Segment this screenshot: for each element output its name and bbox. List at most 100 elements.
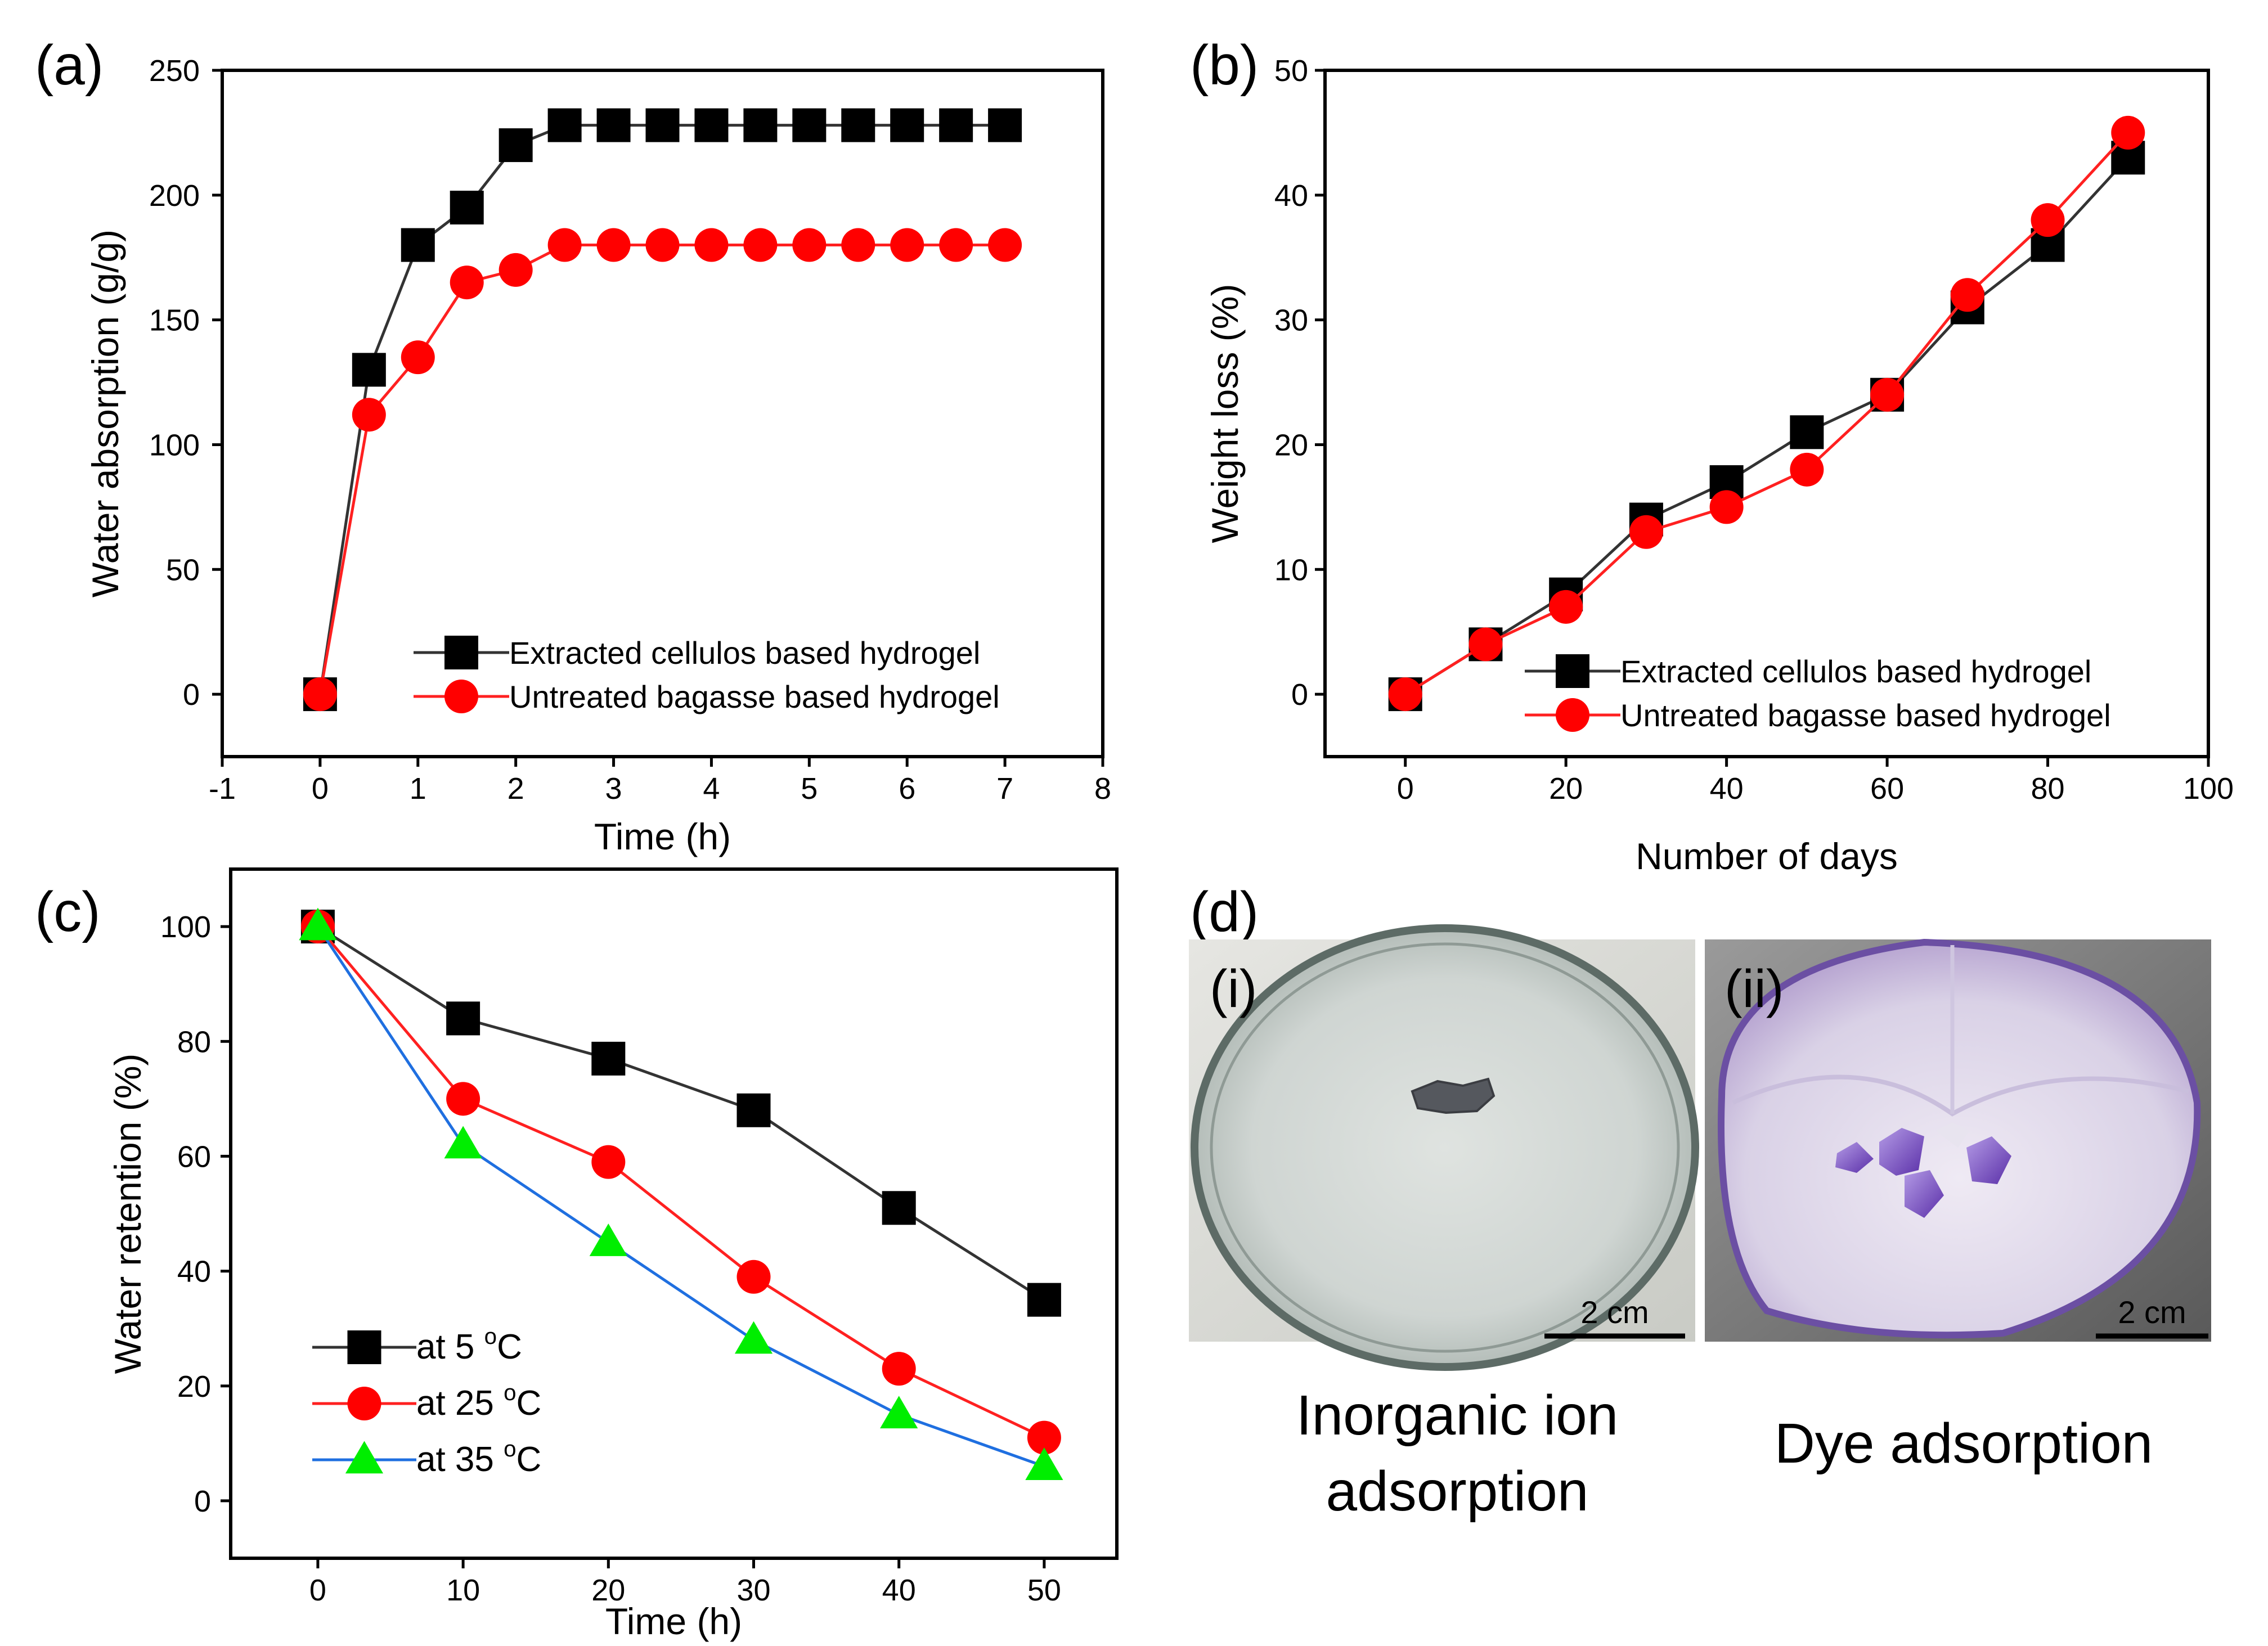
data-point [736,1093,771,1127]
legend-marker [1556,698,1589,732]
series-line [1404,156,2130,696]
data-point [988,108,1022,142]
data-point [1790,452,1824,487]
y-tick-label: 80 [177,1025,211,1059]
hydrogel-sample [1411,1077,1495,1114]
series-line [1404,132,2130,696]
data-point [694,108,729,142]
y-tick-label: 20 [1274,428,1308,462]
y-tick-label: 250 [149,54,200,88]
plot-frame [221,69,1104,758]
x-tick-label: 20 [591,1573,625,1607]
legend-marker [345,1441,384,1474]
petri-dish-rim [1210,942,1680,1353]
x-tick-label: 100 [2183,772,2234,806]
y-tick-label: 50 [166,553,200,587]
data-point [736,1260,771,1294]
data-point [645,228,680,262]
data-point [547,108,582,142]
data-point [694,228,729,262]
data-point [352,353,386,387]
data-point [589,1224,627,1256]
dye-crystal-4 [1966,1136,2011,1184]
clear-crystal [1935,1122,1969,1148]
data-point [1790,415,1824,449]
data-point [792,108,827,142]
data-point [1709,490,1744,524]
data-point [743,108,778,142]
y-tick-label: 40 [1274,179,1308,213]
data-point [498,128,533,163]
data-point [939,228,973,262]
chart-b: 0 20 40 60 80 100 0 10 20 30 40 50 Number of days Wei… [1204,54,2234,877]
data-point [444,1126,482,1159]
legend-label: Extracted cellulos based hydrogel [1620,654,2091,689]
data-point [591,1145,626,1179]
photo-inorganic-ion: (i) 2 cm [1189,924,1699,1371]
x-tick-label: 6 [899,772,915,806]
y-tick-label: 60 [177,1140,211,1173]
data-point [1468,627,1503,662]
data-point [792,228,827,262]
data-point [303,677,337,712]
data-point [446,1082,480,1116]
y-tick-label: 30 [1274,304,1308,338]
petri-dish [1191,924,1699,1371]
panel-label-c: (c) [35,880,101,943]
data-point [547,228,582,262]
data-point [596,108,631,142]
y-tick-label: 20 [177,1370,211,1404]
dye-crystal-1 [1835,1142,1874,1173]
data-point [401,228,435,262]
x-tick-label: 8 [1094,772,1111,806]
data-point [352,398,386,432]
data-point [734,1321,773,1354]
data-point [743,228,778,262]
y-axis-label: Water retention (%) [107,1054,149,1374]
data-point [988,228,1022,262]
legend-marker [1556,654,1589,688]
data-point [841,108,875,142]
legend-label: Untreated bagasse based hydrogel [509,679,1000,714]
photo-i-caption-line1: Inorganic ion [1296,1384,1619,1447]
legend-label: at 35 oC [416,1436,541,1479]
data-point [939,108,973,142]
legend-marker [444,636,478,669]
y-tick-label: 100 [160,910,211,944]
series-line [317,925,1045,1439]
data-point [446,1001,480,1036]
dye-crystal-3 [1905,1170,1944,1218]
x-tick-label: 1 [410,772,426,806]
x-tick-label: 10 [446,1573,480,1607]
photo-i-label: (i) [1210,959,1257,1019]
photo-ii-label: (ii) [1724,959,1784,1019]
y-tick-label: 50 [1274,54,1308,88]
y-tick-label: 0 [1291,678,1308,712]
x-tick-label: 0 [312,772,329,806]
series-line [317,925,1045,1301]
x-tick-label: 20 [1549,772,1583,806]
y-tick-label: 40 [177,1255,211,1289]
data-point [1549,590,1583,624]
data-point [596,228,631,262]
legend-label: Untreated bagasse based hydrogel [1620,698,2111,733]
data-point [450,266,484,300]
data-point [498,253,533,287]
panel-label-a: (a) [35,34,104,97]
y-tick-label: 100 [149,428,200,462]
x-tick-label: 3 [605,772,622,806]
x-axis-label: Time (h) [594,816,731,857]
data-point [890,228,924,262]
x-tick-label: 5 [801,772,818,806]
photo-dye-adsorption: (ii) 2 cm [1705,938,2211,1342]
data-point [450,191,484,224]
data-point [1870,377,1905,412]
data-point [890,108,924,142]
data-point [1025,1447,1063,1480]
legend-label: at 5 oC [416,1324,522,1366]
legend-marker [347,1330,381,1364]
x-tick-label: 2 [508,772,524,806]
scale-bar-i-label: 2 cm [1580,1294,1649,1330]
x-tick-label: 7 [996,772,1013,806]
